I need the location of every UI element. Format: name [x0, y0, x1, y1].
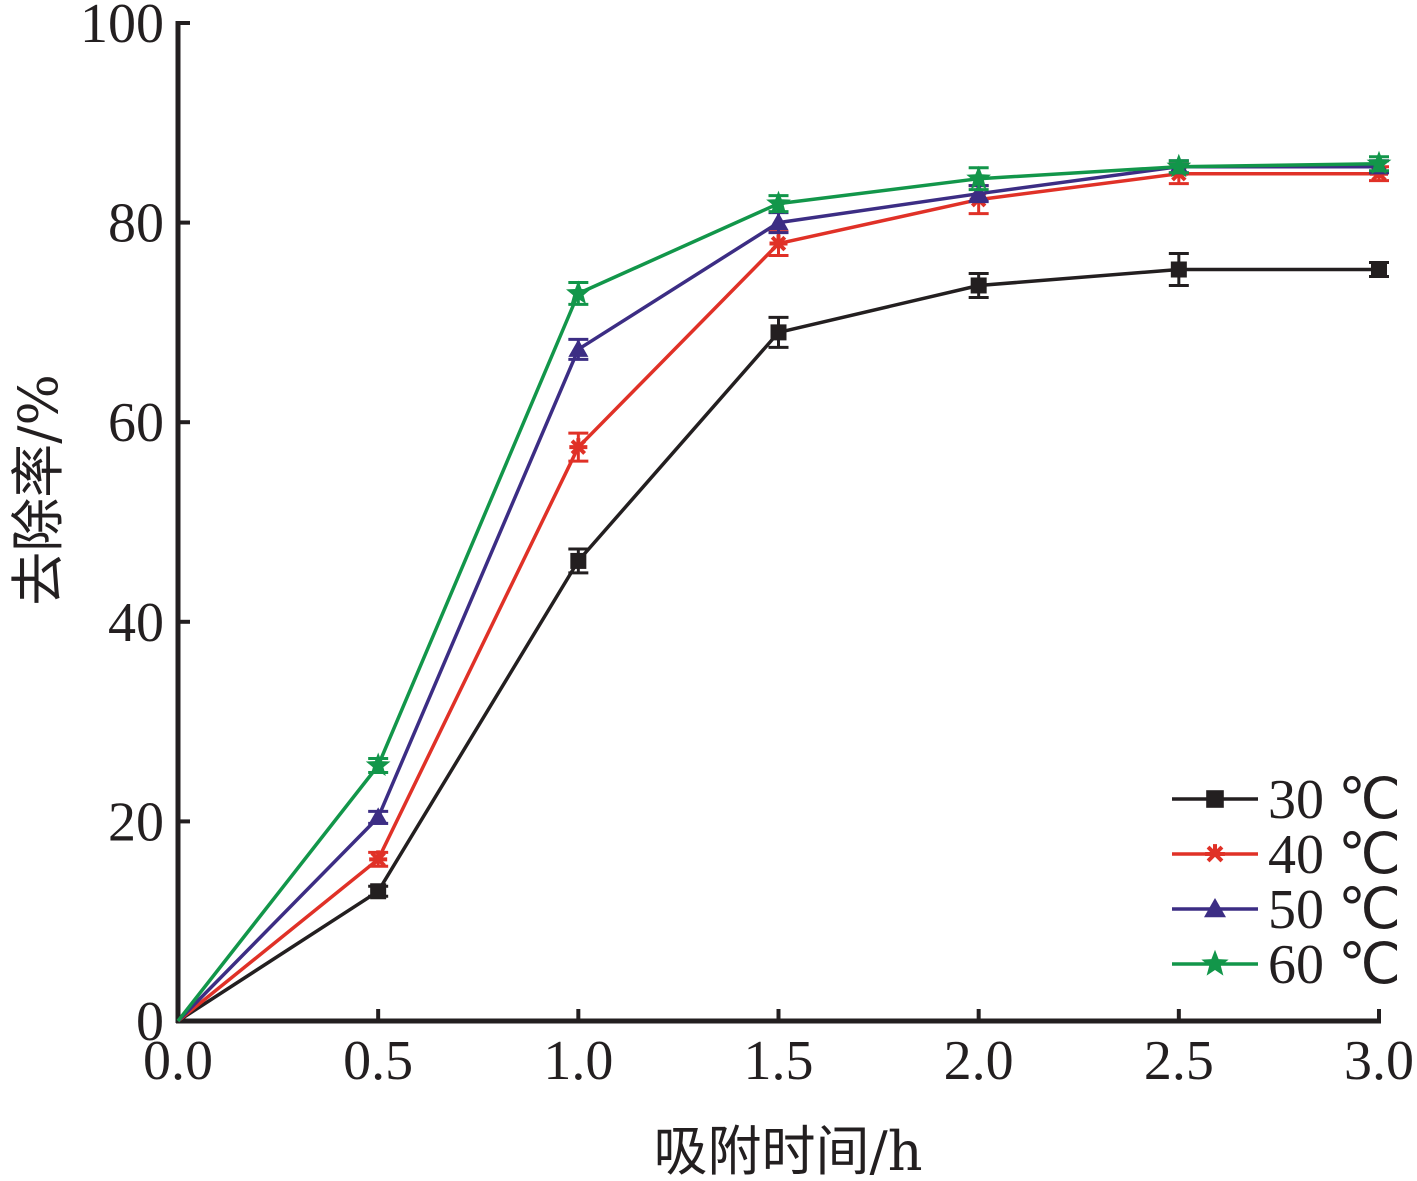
legend-item: 50 ℃	[1172, 879, 1401, 941]
data-point	[966, 165, 991, 190]
series-4	[176, 150, 1392, 1023]
series-2	[176, 162, 1389, 1023]
x-tick-label: 3.0	[1344, 1030, 1414, 1092]
series-line	[176, 164, 1379, 1023]
x-tick-label: 1.0	[543, 1030, 613, 1092]
y-tick-label: 100	[80, 0, 164, 55]
series-layer	[176, 150, 1392, 1023]
y-axis-title: 去除率/%	[7, 374, 70, 606]
y-tick-label: 20	[108, 791, 164, 853]
x-tick-label: 0.0	[143, 1030, 213, 1092]
data-point	[770, 324, 787, 341]
x-tick-label: 2.0	[944, 1030, 1014, 1092]
legend-label: 30 ℃	[1268, 769, 1401, 831]
legend-marker	[1206, 790, 1224, 808]
data-point	[566, 280, 591, 304]
data-point	[568, 339, 589, 357]
data-point	[1371, 261, 1387, 278]
legend-item: 60 ℃	[1172, 934, 1401, 996]
legend-label: 50 ℃	[1268, 879, 1401, 941]
data-point	[970, 277, 987, 294]
data-point	[769, 234, 788, 252]
data-point	[1170, 261, 1187, 278]
data-point	[1166, 153, 1192, 178]
data-point	[369, 850, 388, 868]
legend-marker	[1204, 898, 1226, 918]
legend-item: 30 ℃	[1172, 769, 1401, 831]
series-3	[176, 156, 1389, 1023]
x-axis-title: 吸附时间/h	[654, 1120, 923, 1181]
y-tick-label: 0	[136, 991, 164, 1053]
legend-marker	[1205, 844, 1225, 863]
data-point	[968, 183, 989, 202]
data-point	[570, 552, 587, 569]
data-point	[768, 212, 789, 231]
legend: 30 ℃40 ℃50 ℃60 ℃	[1172, 769, 1401, 996]
x-tick-label: 1.5	[744, 1030, 814, 1092]
data-point	[569, 438, 588, 455]
data-point	[370, 883, 387, 900]
legend-item: 40 ℃	[1172, 824, 1401, 886]
x-tick-label: 2.5	[1144, 1030, 1214, 1092]
data-point	[1366, 150, 1392, 175]
data-point	[368, 807, 389, 825]
y-tick-label: 80	[108, 193, 164, 255]
y-tick-label: 40	[108, 592, 164, 654]
series-line	[176, 161, 1380, 1023]
legend-label: 40 ℃	[1268, 824, 1401, 886]
series-line	[176, 171, 1379, 1023]
axes: 0 20 40 60 80 100 0.0 0.5 1.0 1.5 2.0 2.5 3.0	[80, 0, 1414, 1092]
y-tick-label: 60	[108, 392, 164, 454]
x-tick-label: 0.5	[343, 1030, 413, 1092]
legend-marker	[1201, 949, 1229, 976]
data-point	[766, 190, 791, 215]
legend-label: 60 ℃	[1268, 934, 1401, 996]
series-1	[177, 252, 1389, 1023]
data-point	[365, 752, 391, 776]
